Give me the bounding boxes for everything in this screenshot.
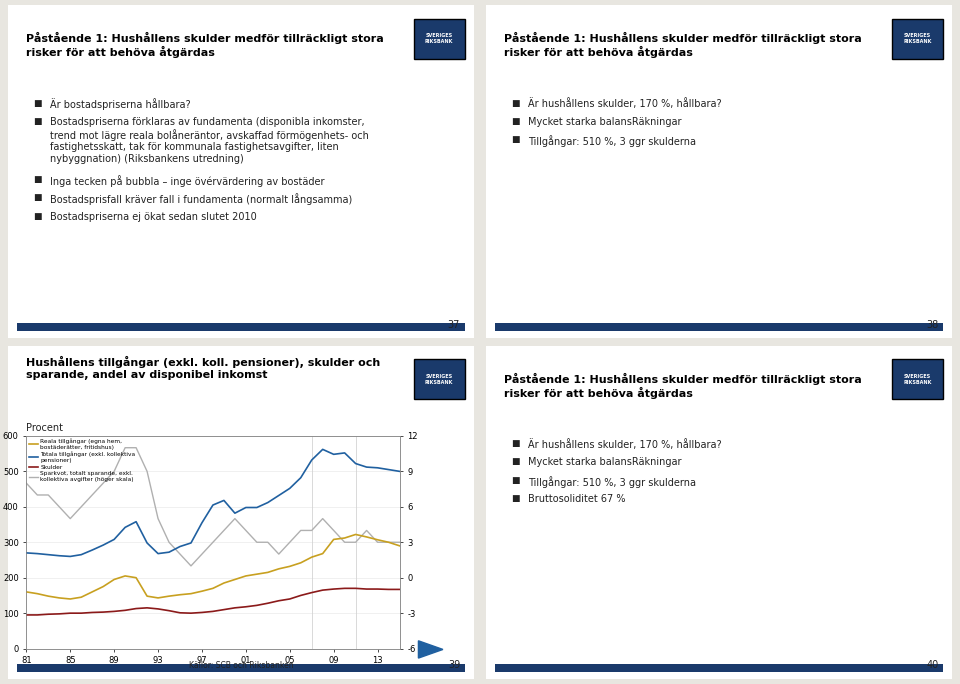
- Text: Påstående 1: Hushållens skulder medför tillräckligt stora
risker för att behöva : Påstående 1: Hushållens skulder medför t…: [26, 32, 384, 58]
- Text: SVERIGES
RIKSBANK: SVERIGES RIKSBANK: [903, 374, 931, 385]
- Text: ■: ■: [512, 458, 520, 466]
- Text: Är hushållens skulder, 170 %, hållbara?: Är hushållens skulder, 170 %, hållbara?: [528, 98, 722, 109]
- Text: Påstående 1: Hushållens skulder medför tillräckligt stora
risker för att behöva : Påstående 1: Hushållens skulder medför t…: [505, 373, 862, 399]
- FancyBboxPatch shape: [892, 360, 943, 399]
- Bar: [17, 323, 465, 331]
- Text: ■: ■: [512, 98, 520, 107]
- Text: Är bostadspriserna hållbara?: Är bostadspriserna hållbara?: [50, 98, 190, 110]
- Text: ■: ■: [512, 439, 520, 448]
- Bar: [495, 323, 943, 331]
- Text: Tillgångar: 510 %, 3 ggr skulderna: Tillgångar: 510 %, 3 ggr skulderna: [528, 135, 696, 147]
- Text: SVERIGES
RIKSBANK: SVERIGES RIKSBANK: [425, 374, 453, 385]
- Text: Hushållens tillgångar (exkl. koll. pensioner), skulder och
sparande, andel av di: Hushållens tillgångar (exkl. koll. pensi…: [26, 356, 380, 380]
- Text: Bostadspriserna ej ökat sedan slutet 2010: Bostadspriserna ej ökat sedan slutet 201…: [50, 211, 256, 222]
- Text: Tillgångar: 510 %, 3 ggr skulderna: Tillgångar: 510 %, 3 ggr skulderna: [528, 476, 696, 488]
- Bar: [17, 663, 465, 672]
- Text: ■: ■: [512, 476, 520, 485]
- Text: Är hushållens skulder, 170 %, hållbara?: Är hushållens skulder, 170 %, hållbara?: [528, 439, 722, 450]
- Text: ■: ■: [34, 211, 42, 220]
- Bar: [495, 663, 943, 672]
- Text: Bruttosoliditet 67 %: Bruttosoliditet 67 %: [528, 494, 625, 504]
- Text: ■: ■: [34, 194, 42, 202]
- Text: ■: ■: [34, 117, 42, 126]
- Text: Bostadspriserna förklaras av fundamenta (disponibla inkomster,
trend mot lägre r: Bostadspriserna förklaras av fundamenta …: [50, 117, 369, 164]
- Text: ■: ■: [512, 135, 520, 144]
- Text: SVERIGES
RIKSBANK: SVERIGES RIKSBANK: [425, 34, 453, 44]
- Text: 37: 37: [447, 319, 460, 330]
- Text: ■: ■: [512, 494, 520, 503]
- Text: Källor: SCB och Riksbanken: Källor: SCB och Riksbanken: [188, 661, 293, 670]
- FancyBboxPatch shape: [892, 18, 943, 59]
- FancyBboxPatch shape: [414, 360, 465, 399]
- Text: 38: 38: [926, 319, 938, 330]
- Text: Procent: Procent: [26, 423, 63, 432]
- Text: Mycket starka balansRäkningar: Mycket starka balansRäkningar: [528, 458, 682, 467]
- Text: Mycket starka balansRäkningar: Mycket starka balansRäkningar: [528, 117, 682, 127]
- Text: Inga tecken på bubbla – inge övérvärdering av bostäder: Inga tecken på bubbla – inge övérvärderi…: [50, 175, 324, 187]
- Text: SVERIGES
RIKSBANK: SVERIGES RIKSBANK: [903, 34, 931, 44]
- FancyBboxPatch shape: [414, 18, 465, 59]
- Text: 40: 40: [926, 660, 938, 670]
- Text: ■: ■: [512, 117, 520, 126]
- Text: ■: ■: [34, 98, 42, 107]
- Text: ■: ■: [34, 175, 42, 184]
- Text: Bostadsprisfall kräver fall i fundamenta (normalt långsamma): Bostadsprisfall kräver fall i fundamenta…: [50, 194, 352, 205]
- Text: Påstående 1: Hushållens skulder medför tillräckligt stora
risker för att behöva : Påstående 1: Hushållens skulder medför t…: [505, 32, 862, 58]
- Text: 39: 39: [448, 660, 460, 670]
